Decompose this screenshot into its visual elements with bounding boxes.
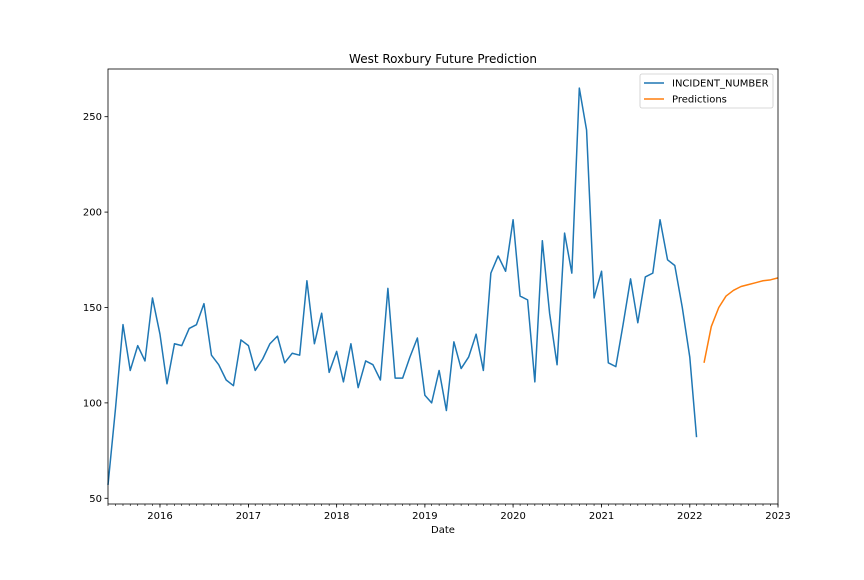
y-tick-label: 150	[83, 303, 102, 314]
legend-frame	[639, 73, 774, 109]
legend: INCIDENT_NUMBER Predictions	[639, 73, 774, 109]
x-tick-label: 2018	[324, 511, 349, 522]
legend-label: INCIDENT_NUMBER	[672, 79, 769, 90]
x-tick-label: 2023	[765, 511, 790, 522]
legend-label: Predictions	[672, 95, 727, 106]
y-tick-label: 100	[83, 398, 102, 409]
series-line-incident-number	[107, 87, 698, 485]
x-tick-label: 2016	[147, 511, 172, 522]
y-tick-label: 250	[83, 112, 102, 123]
x-tick-label: 2017	[236, 511, 261, 522]
x-axis-label: Date	[431, 525, 455, 536]
series-line-predictions	[703, 277, 779, 363]
x-tick-label: 2020	[500, 511, 525, 522]
y-tick-label: 50	[89, 494, 102, 505]
x-tick-label: 2019	[412, 511, 437, 522]
y-tick-label: 200	[83, 208, 102, 219]
plot-frame	[107, 68, 779, 505]
chart-title: West Roxbury Future Prediction	[349, 52, 537, 66]
x-tick-label: 2022	[677, 511, 702, 522]
x-tick-label: 2021	[589, 511, 614, 522]
